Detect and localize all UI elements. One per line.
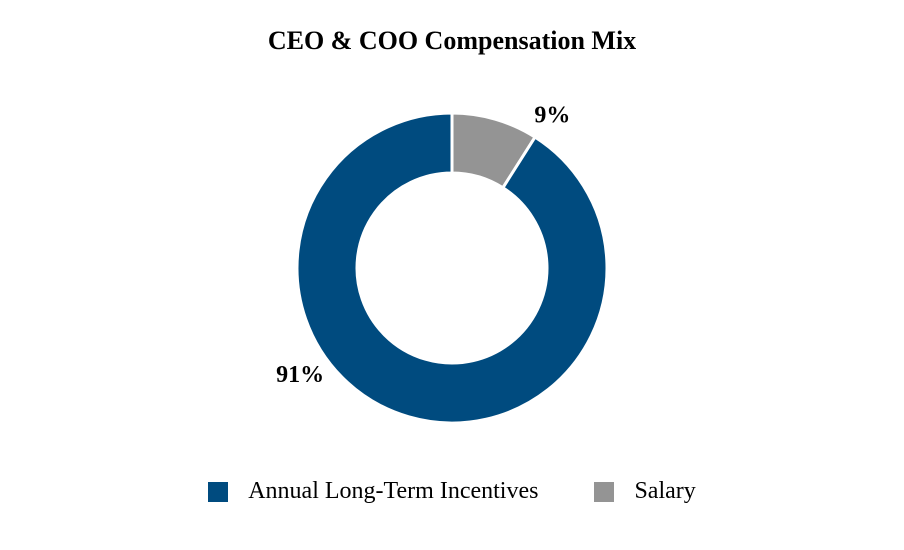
legend-label: Annual Long-Term Incentives (248, 478, 539, 504)
chart-title: CEO & COO Compensation Mix (267, 26, 637, 55)
legend-swatch-annual-long-term-incentives (208, 481, 229, 502)
legend-swatch-salary (594, 481, 615, 502)
slice-label-annual-long-term-incentives: 91% (276, 362, 324, 388)
legend-label: Salary (634, 478, 696, 504)
legend-item-salary: Salary (594, 478, 696, 505)
legend: Annual Long-Term Incentives Salary (0, 478, 904, 505)
slice-label-salary: 9% (534, 103, 570, 129)
legend-item-annual-long-term-incentives: Annual Long-Term Incentives (208, 478, 538, 505)
slice-annual-long-term-incentives (295, 111, 609, 425)
